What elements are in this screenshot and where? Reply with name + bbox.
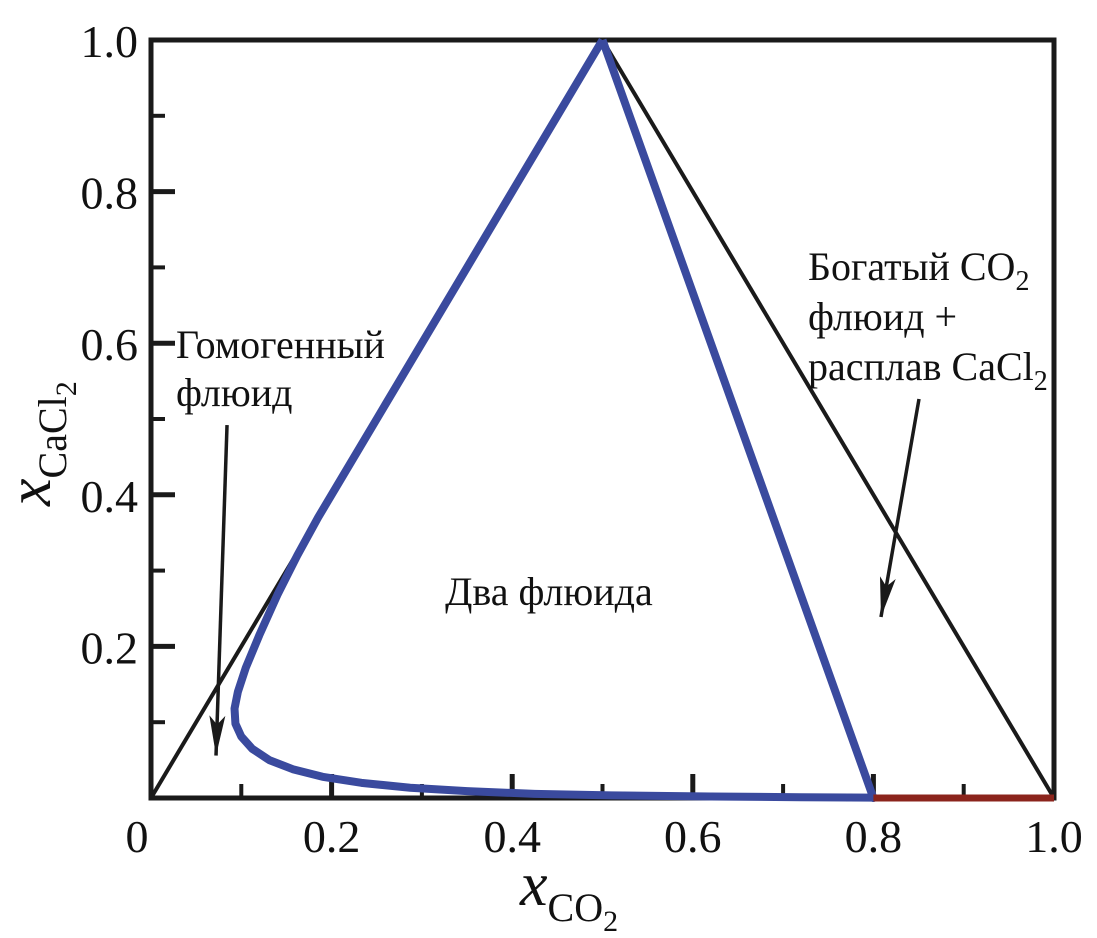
x-tick-label: 0.8 [845,811,903,862]
y-tick-label: 0.8 [81,168,139,219]
annotation-label-homogeneous-fluid: Гомогенный [176,322,385,367]
annotation-label-co2-rich-fluid-plus-cacl2-melt: флюид + [808,294,957,339]
mixing-line-right-edge [600,38,1056,800]
annotation-label-co2-rich-fluid-plus-cacl2-melt: Богатый CO2 [808,244,1029,297]
y-tick-label: 0.4 [81,471,139,522]
y-axis-title: xCaCl2 [0,381,83,507]
y-tick-label: 1.0 [81,16,139,67]
annotation-label-homogeneous-fluid: флюид [176,370,293,415]
x-axis-title: xCO2 [519,851,618,938]
plot-frame [148,37,1057,801]
x-tick-label: 0.6 [664,811,722,862]
annotation-arrow-homogeneous-fluid [209,425,229,756]
x-tick-label: 0 [126,811,149,862]
y-tick-label: 0.6 [81,319,139,370]
annotation-label-co2-rich-fluid-plus-cacl2-melt: расплав CaCl2 [808,344,1048,397]
y-tick-label: 0.2 [81,622,139,673]
two-fluid-phase-boundary [230,37,878,802]
x-tick-label: 0.4 [483,811,541,862]
annotation-label-two-fluids: Два флюида [445,569,653,614]
x-tick-label: 1.0 [1025,811,1083,862]
annotation-arrow-co2-rich-fluid-plus-cacl2-melt [879,398,921,618]
x-tick-label: 0.2 [303,811,361,862]
